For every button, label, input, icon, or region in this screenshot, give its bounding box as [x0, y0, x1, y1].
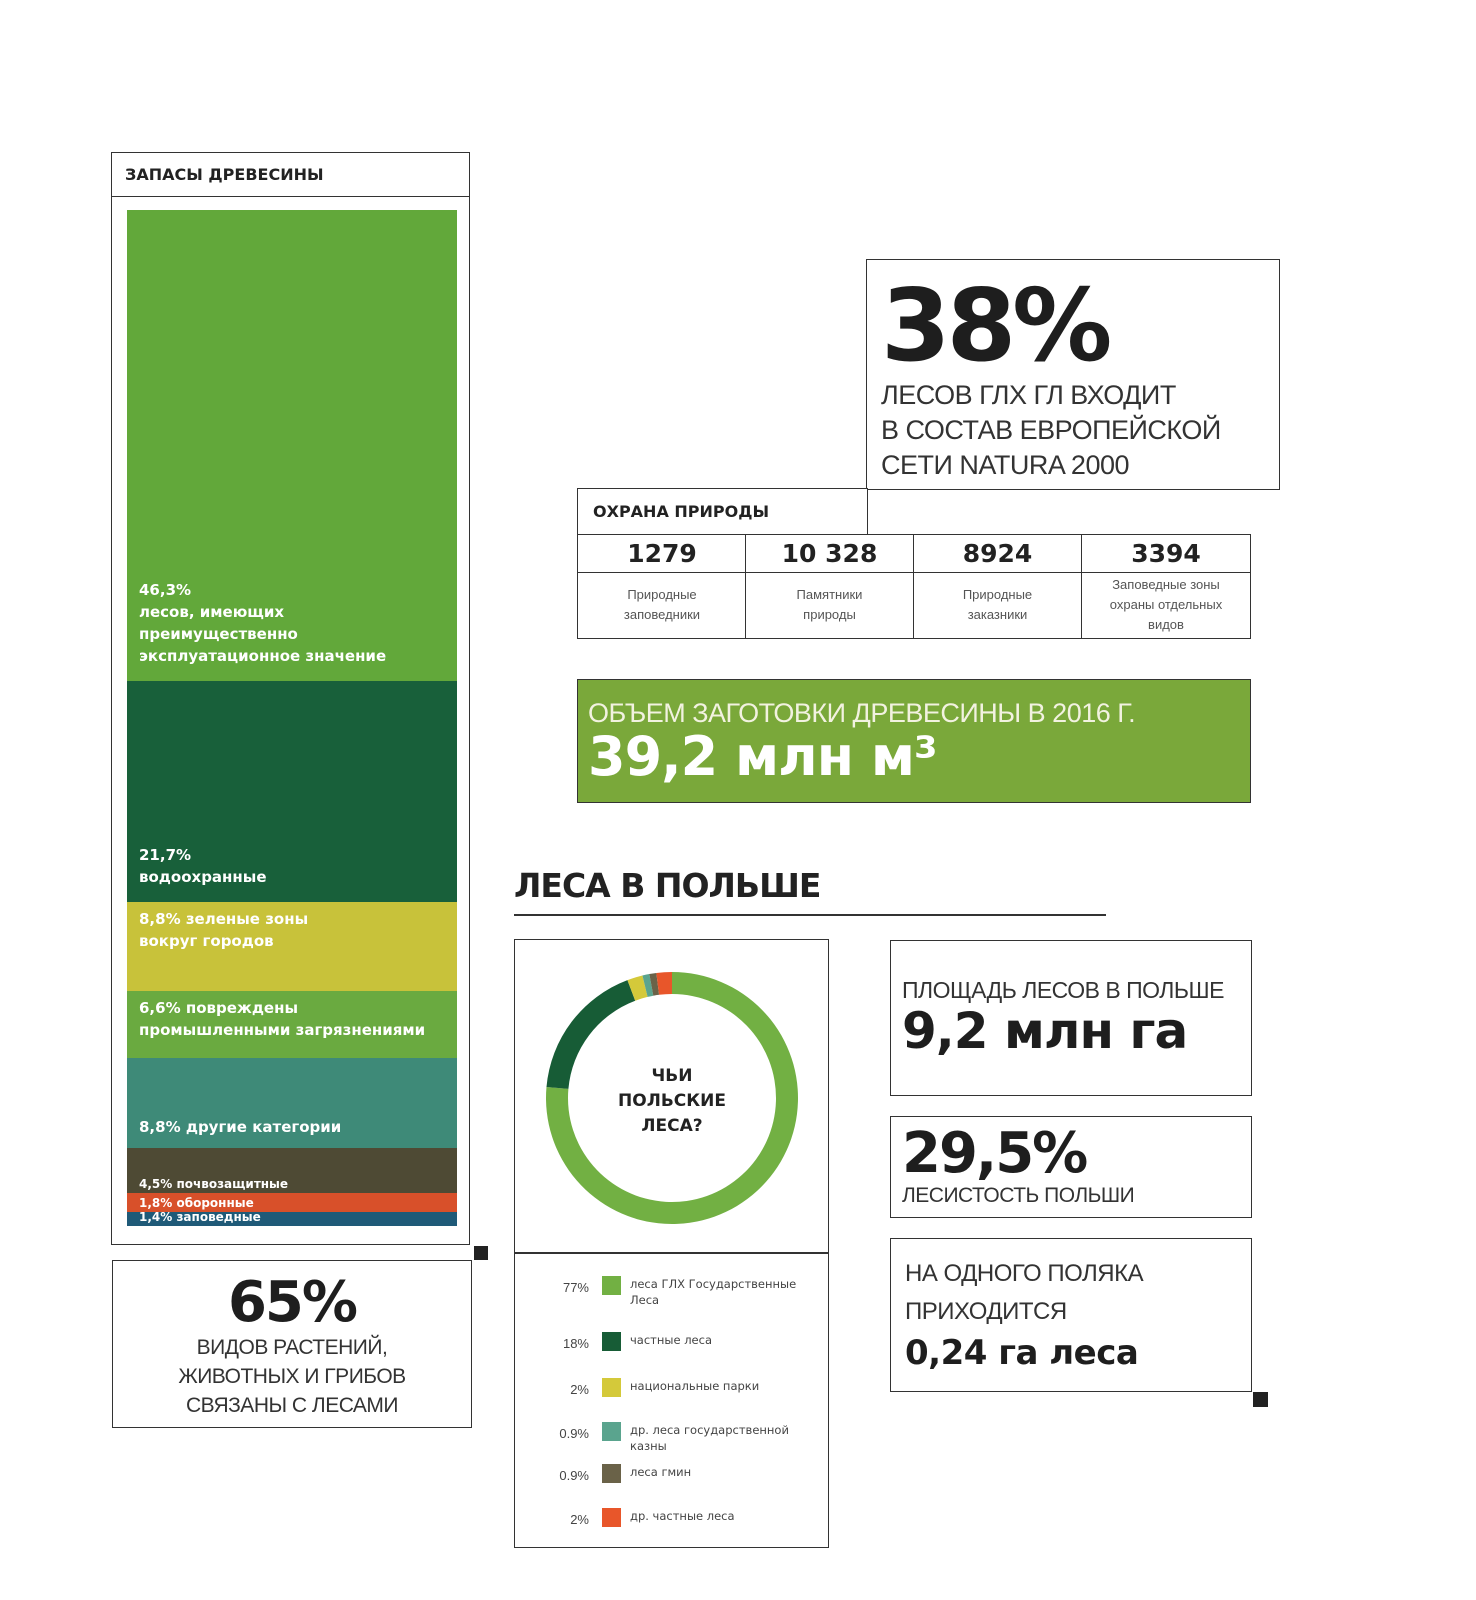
protection-cell: 1279 Природные заповедники — [576, 535, 747, 639]
protection-number: 1279 — [577, 535, 747, 573]
species-text: ВИДОВ РАСТЕНИЙ, ЖИВОТНЫХ И ГРИБОВ СВЯЗАН… — [178, 1336, 406, 1417]
cover-panel: 29,5% ЛЕСИСТОСТЬ ПОЛЬШИ — [890, 1116, 1252, 1218]
protection-cell: 10 328 Памятники природы — [745, 535, 913, 639]
segment-label: 6,6% повреждены промышленными загрязнени… — [139, 999, 426, 1040]
legend-swatch — [602, 1332, 621, 1351]
bar-segment: 4,5% почвозащитные — [127, 1147, 457, 1194]
protection-label: Природные заповедники — [623, 587, 701, 622]
donut-slice — [656, 972, 672, 995]
bar-segment: 1,8% оборонные — [127, 1193, 457, 1212]
bar-segment: 46,3% лесов, имеющих преимущественно экс… — [127, 210, 457, 681]
harvest-panel: ОБЪЕМ ЗАГОТОВКИ ДРЕВЕСИНЫ В 2016 Г. 39,2… — [577, 679, 1251, 803]
protection-label: Памятники природы — [796, 587, 863, 622]
legend-percent: 18% — [562, 1336, 589, 1351]
heading-divider — [514, 914, 1106, 916]
bar-segment: 8,8% зеленые зоны вокруг городов — [127, 901, 457, 992]
protection-table: 1279 Природные заповедники 10 328 Памятник… — [576, 534, 1251, 639]
legend-label: национальные парки — [630, 1379, 760, 1393]
bar-segment: 6,6% повреждены промышленными загрязнени… — [127, 991, 457, 1059]
ownership-donut — [546, 972, 798, 1224]
segment-label: 1,8% оборонные — [139, 1195, 254, 1210]
segment-label: 21,7% водоохранные — [139, 845, 267, 886]
legend-percent: 0.9% — [559, 1468, 589, 1483]
donut-slice — [649, 972, 660, 996]
legend-swatch — [602, 1422, 621, 1441]
cover-label: ЛЕСИСТОСТЬ ПОЛЬШИ — [902, 1184, 1135, 1207]
legend-percent: 77% — [562, 1280, 589, 1295]
timber-title: ЗАПАСЫ ДРЕВЕСИНЫ — [112, 153, 469, 197]
protection-label: Природные заказники — [962, 587, 1033, 622]
legend-label: др. частные леса — [630, 1509, 735, 1523]
legend-label: леса ГЛХ Государственные Леса — [630, 1277, 797, 1307]
bar-segment: 21,7% водоохранные — [127, 680, 457, 902]
legend-percent: 0.9% — [559, 1426, 589, 1441]
segment-label: 46,3% лесов, имеющих преимущественно экс… — [139, 580, 387, 665]
segment-label: 4,5% почвозащитные — [139, 1177, 289, 1192]
per-capita-value: 0,24 га леса — [905, 1333, 1139, 1373]
bar-segment: 8,8% другие категории — [127, 1058, 457, 1148]
corner-marker — [474, 1246, 488, 1260]
protection-label: Заповедные зоны охраны отдельных видов — [1109, 577, 1223, 632]
ownership-legend: 77% леса ГЛХ Государственные Леса 18% частн… — [514, 1276, 829, 1536]
protection-cell: 8924 Природные заказники — [913, 535, 1081, 639]
panel-divider — [515, 1252, 828, 1254]
bar-segment: 1,4% заповедные — [127, 1209, 457, 1226]
natura-text: ЛЕСОВ ГЛХ ГЛ ВХОДИТ В СОСТАВ ЕВРОПЕЙСКОЙ… — [881, 380, 1221, 480]
legend-label: частные леса — [630, 1333, 712, 1347]
legend-swatch — [602, 1508, 621, 1527]
harvest-value: 39,2 млн м³ — [588, 725, 938, 788]
cover-value: 29,5% — [902, 1121, 1088, 1186]
natura-panel: 38% ЛЕСОВ ГЛХ ГЛ ВХОДИТ В СОСТАВ ЕВРОПЕЙ… — [866, 259, 1280, 490]
protection-cell: 3394 Заповедные зоны охраны отдельных вид… — [1081, 535, 1250, 639]
protection-title-box: ОХРАНА ПРИРОДЫ — [577, 488, 868, 536]
per-capita-panel: НА ОДНОГО ПОЛЯКА ПРИХОДИТСЯ 0,24 га леса — [890, 1238, 1252, 1392]
donut-title: ЧЬИ ПОЛЬСКИЕ ЛЕСА? — [618, 1066, 726, 1136]
donut-slice — [546, 980, 636, 1089]
legend-label: леса гмин — [630, 1465, 692, 1479]
corner-marker — [1253, 1392, 1268, 1407]
donut-slice — [642, 974, 654, 997]
legend-percent: 2% — [570, 1512, 589, 1527]
per-capita-label: НА ОДНОГО ПОЛЯКА ПРИХОДИТСЯ — [905, 1260, 1144, 1325]
legend-swatch — [602, 1276, 621, 1295]
protection-number: 10 328 — [746, 535, 913, 573]
natura-value: 38% — [881, 267, 1112, 384]
segment-label: 8,8% другие категории — [139, 1117, 342, 1136]
harvest-title: ОБЪЕМ ЗАГОТОВКИ ДРЕВЕСИНЫ В 2016 Г. — [588, 698, 1136, 728]
area-label: ПЛОЩАДЬ ЛЕСОВ В ПОЛЬШЕ — [902, 977, 1224, 1003]
segment-label: 1,4% заповедные — [139, 1209, 261, 1224]
protection-number: 3394 — [1082, 535, 1250, 573]
protection-number: 8924 — [914, 535, 1081, 573]
timber-stacked-bar: 46,3% лесов, имеющих преимущественно экс… — [127, 210, 457, 1226]
legend-label: др. леса государственной казны — [630, 1423, 789, 1453]
area-panel: ПЛОЩАДЬ ЛЕСОВ В ПОЛЬШЕ 9,2 млн га — [890, 940, 1252, 1096]
area-value: 9,2 млн га — [902, 1002, 1188, 1060]
legend-swatch — [602, 1464, 621, 1483]
legend-percent: 2% — [570, 1382, 589, 1397]
species-panel: 65% ВИДОВ РАСТЕНИЙ, ЖИВОТНЫХ И ГРИБОВ СВ… — [112, 1260, 472, 1428]
protection-title: ОХРАНА ПРИРОДЫ — [593, 502, 770, 521]
species-value: 65% — [227, 1270, 358, 1335]
legend-swatch — [602, 1378, 621, 1397]
poland-heading: ЛЕСА В ПОЛЬШЕ — [514, 866, 821, 905]
donut-slice — [627, 975, 648, 1001]
segment-label: 8,8% зеленые зоны вокруг городов — [139, 909, 309, 950]
